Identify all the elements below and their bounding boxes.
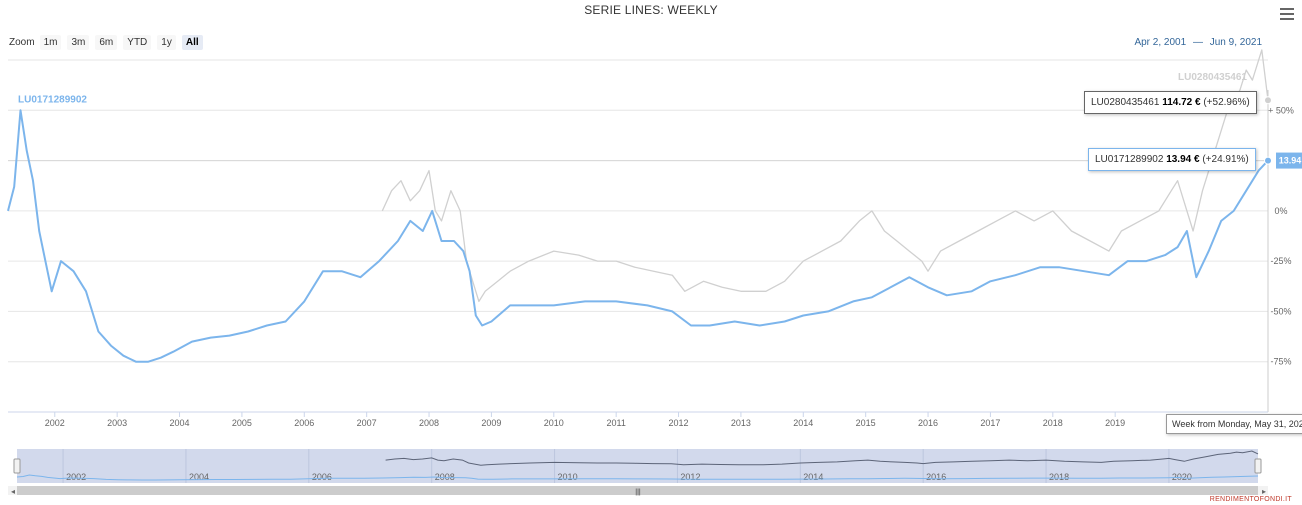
series-label: LU0280435461 — [1178, 72, 1247, 83]
x-axis-tick-label: 2008 — [419, 418, 439, 428]
y-axis-tick-label: -25% — [1270, 256, 1291, 266]
navigator-tick-label: 2016 — [926, 472, 946, 482]
scrollbar-thumb[interactable] — [17, 486, 1258, 495]
scroll-right-arrow-icon[interactable]: ▸ — [1262, 487, 1266, 496]
x-axis-tick-label: 2015 — [856, 418, 876, 428]
x-axis-tick-label: 2019 — [1105, 418, 1125, 428]
tooltip-gray-name: LU0280435461 — [1091, 97, 1160, 108]
y-axis-tick-label: -75% — [1270, 357, 1291, 367]
x-axis-tick-label: 2014 — [793, 418, 813, 428]
tooltip-gray-series: LU0280435461 114.72 € (+52.96%) — [1084, 91, 1257, 114]
tooltip-blue-change: (+24.91%) — [1202, 154, 1249, 165]
y-axis-tick-label: + 50% — [1268, 105, 1294, 115]
scrollbar-grip-icon: ||| — [635, 489, 641, 496]
navigator-tick-label: 2004 — [189, 472, 209, 482]
series-label: LU0171289902 — [18, 94, 87, 105]
navigator-mask — [17, 449, 1258, 483]
series-line — [7, 109, 1269, 363]
series-end-marker — [1264, 156, 1272, 165]
x-axis-tick-label: 2013 — [731, 418, 751, 428]
zoom-6m-button[interactable]: 6m — [95, 35, 118, 50]
tooltip-gray-value: 114.72 € — [1162, 97, 1201, 108]
zoom-all-button[interactable]: All — [181, 35, 203, 50]
current-value-box — [1276, 152, 1302, 169]
x-axis-tick-label: 2017 — [980, 418, 1000, 428]
navigator-handle[interactable] — [1254, 458, 1262, 474]
navigator-tick-label: 2018 — [1049, 472, 1069, 482]
zoom-3m-button[interactable]: 3m — [67, 35, 90, 50]
zoom-selector: Zoom 1m 3m 6m YTD 1y All — [9, 35, 209, 50]
series-end-marker — [1264, 96, 1272, 105]
navigator-tick-label: 2008 — [435, 472, 455, 482]
series-line — [381, 49, 1269, 303]
zoom-1y-button[interactable]: 1y — [157, 35, 176, 50]
range-from-input[interactable]: Apr 2, 2001 — [1134, 37, 1187, 48]
x-axis-tick-label: 2004 — [170, 418, 190, 428]
range-separator: — — [1192, 37, 1203, 48]
x-axis-tick-label: 2009 — [481, 418, 501, 428]
x-axis-tick-label: 2003 — [107, 418, 127, 428]
hamburger-menu-icon[interactable] — [1280, 8, 1294, 20]
zoom-ytd-button[interactable]: YTD — [123, 35, 152, 50]
date-range: Apr 2, 2001 — Jun 9, 2021 — [1130, 37, 1262, 48]
tooltip-blue-series: LU0171289902 13.94 € (+24.91%) — [1088, 148, 1256, 171]
tooltip-gray-change: (+52.96%) — [1203, 97, 1250, 108]
x-axis-tick-label: 2012 — [669, 418, 689, 428]
x-axis-tick-label: 2002 — [45, 418, 65, 428]
x-axis-tick-label: 2011 — [606, 418, 625, 428]
navigator-tick-label: 2020 — [1172, 472, 1192, 482]
zoom-1m-button[interactable]: 1m — [39, 35, 62, 50]
current-value-label: 13.94 — [1279, 156, 1302, 166]
x-axis-tick-label: 2016 — [918, 418, 938, 428]
zoom-label: Zoom — [9, 37, 35, 48]
x-axis-tick-label: 2007 — [357, 418, 377, 428]
navigator-tick-label: 2006 — [312, 472, 332, 482]
range-to-input[interactable]: Jun 9, 2021 — [1209, 37, 1262, 48]
navigator-tick-label: 2002 — [66, 472, 86, 482]
x-axis-tick-label: 2010 — [544, 418, 564, 428]
y-axis-tick-label: -50% — [1270, 306, 1291, 316]
tooltip-date: Week from Monday, May 31, 2021 — [1166, 414, 1302, 434]
credits-link[interactable]: RENDIMENTOFONDI.IT — [1209, 496, 1292, 503]
navigator-series — [16, 474, 1259, 481]
scroll-left-arrow-icon[interactable]: ◂ — [11, 487, 15, 496]
y-axis-tick-label: 0% — [1274, 206, 1287, 216]
tooltip-blue-name: LU0171289902 — [1095, 154, 1164, 165]
navigator-tick-label: 2010 — [558, 472, 578, 482]
navigator-tick-label: 2014 — [803, 472, 823, 482]
x-axis-tick-label: 2006 — [294, 418, 314, 428]
navigator-handle[interactable] — [13, 458, 21, 474]
tooltip-blue-value: 13.94 € — [1166, 154, 1200, 165]
navigator-series — [385, 450, 1259, 466]
chart-title: SERIE LINES: WEEKLY — [584, 3, 718, 17]
x-axis-tick-label: 2018 — [1043, 418, 1063, 428]
navigator-tick-label: 2012 — [680, 472, 700, 482]
x-axis-tick-label: 2005 — [232, 418, 252, 428]
